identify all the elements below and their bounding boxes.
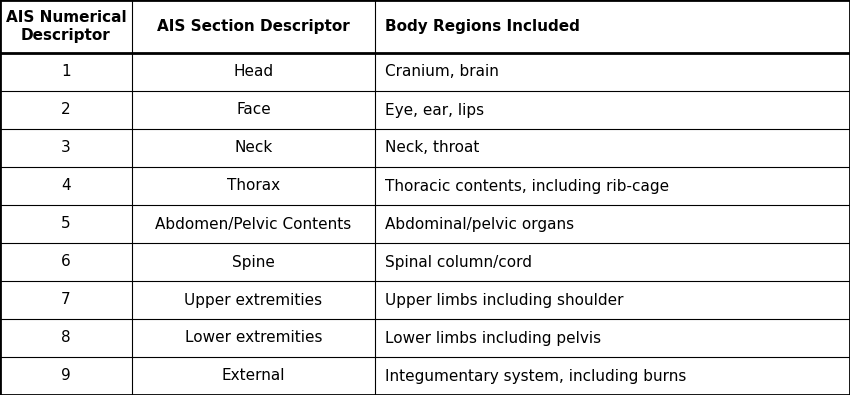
Text: Face: Face: [236, 102, 271, 117]
Text: Abdominal/pelvic organs: Abdominal/pelvic organs: [385, 216, 574, 231]
Text: Abdomen/Pelvic Contents: Abdomen/Pelvic Contents: [156, 216, 352, 231]
Text: Integumentary system, including burns: Integumentary system, including burns: [385, 369, 686, 384]
Text: AIS Section Descriptor: AIS Section Descriptor: [157, 19, 350, 34]
Text: Spinal column/cord: Spinal column/cord: [385, 254, 532, 269]
Text: 8: 8: [61, 331, 71, 346]
Text: Upper extremities: Upper extremities: [184, 293, 322, 307]
Text: Lower limbs including pelvis: Lower limbs including pelvis: [385, 331, 601, 346]
Text: 4: 4: [61, 179, 71, 194]
Text: 3: 3: [61, 141, 71, 156]
Text: Thoracic contents, including rib-cage: Thoracic contents, including rib-cage: [385, 179, 669, 194]
Text: Eye, ear, lips: Eye, ear, lips: [385, 102, 484, 117]
Text: Body Regions Included: Body Regions Included: [385, 19, 580, 34]
Text: Upper limbs including shoulder: Upper limbs including shoulder: [385, 293, 624, 307]
Text: Neck: Neck: [235, 141, 273, 156]
Text: 5: 5: [61, 216, 71, 231]
Text: 9: 9: [61, 369, 71, 384]
Text: AIS Numerical
Descriptor: AIS Numerical Descriptor: [6, 10, 127, 43]
Text: Neck, throat: Neck, throat: [385, 141, 479, 156]
Text: 7: 7: [61, 293, 71, 307]
Text: Thorax: Thorax: [227, 179, 280, 194]
Text: Lower extremities: Lower extremities: [184, 331, 322, 346]
Text: Head: Head: [234, 64, 274, 79]
Text: 6: 6: [61, 254, 71, 269]
Text: Cranium, brain: Cranium, brain: [385, 64, 499, 79]
Text: 2: 2: [61, 102, 71, 117]
Text: 1: 1: [61, 64, 71, 79]
Text: External: External: [222, 369, 286, 384]
Text: Spine: Spine: [232, 254, 275, 269]
